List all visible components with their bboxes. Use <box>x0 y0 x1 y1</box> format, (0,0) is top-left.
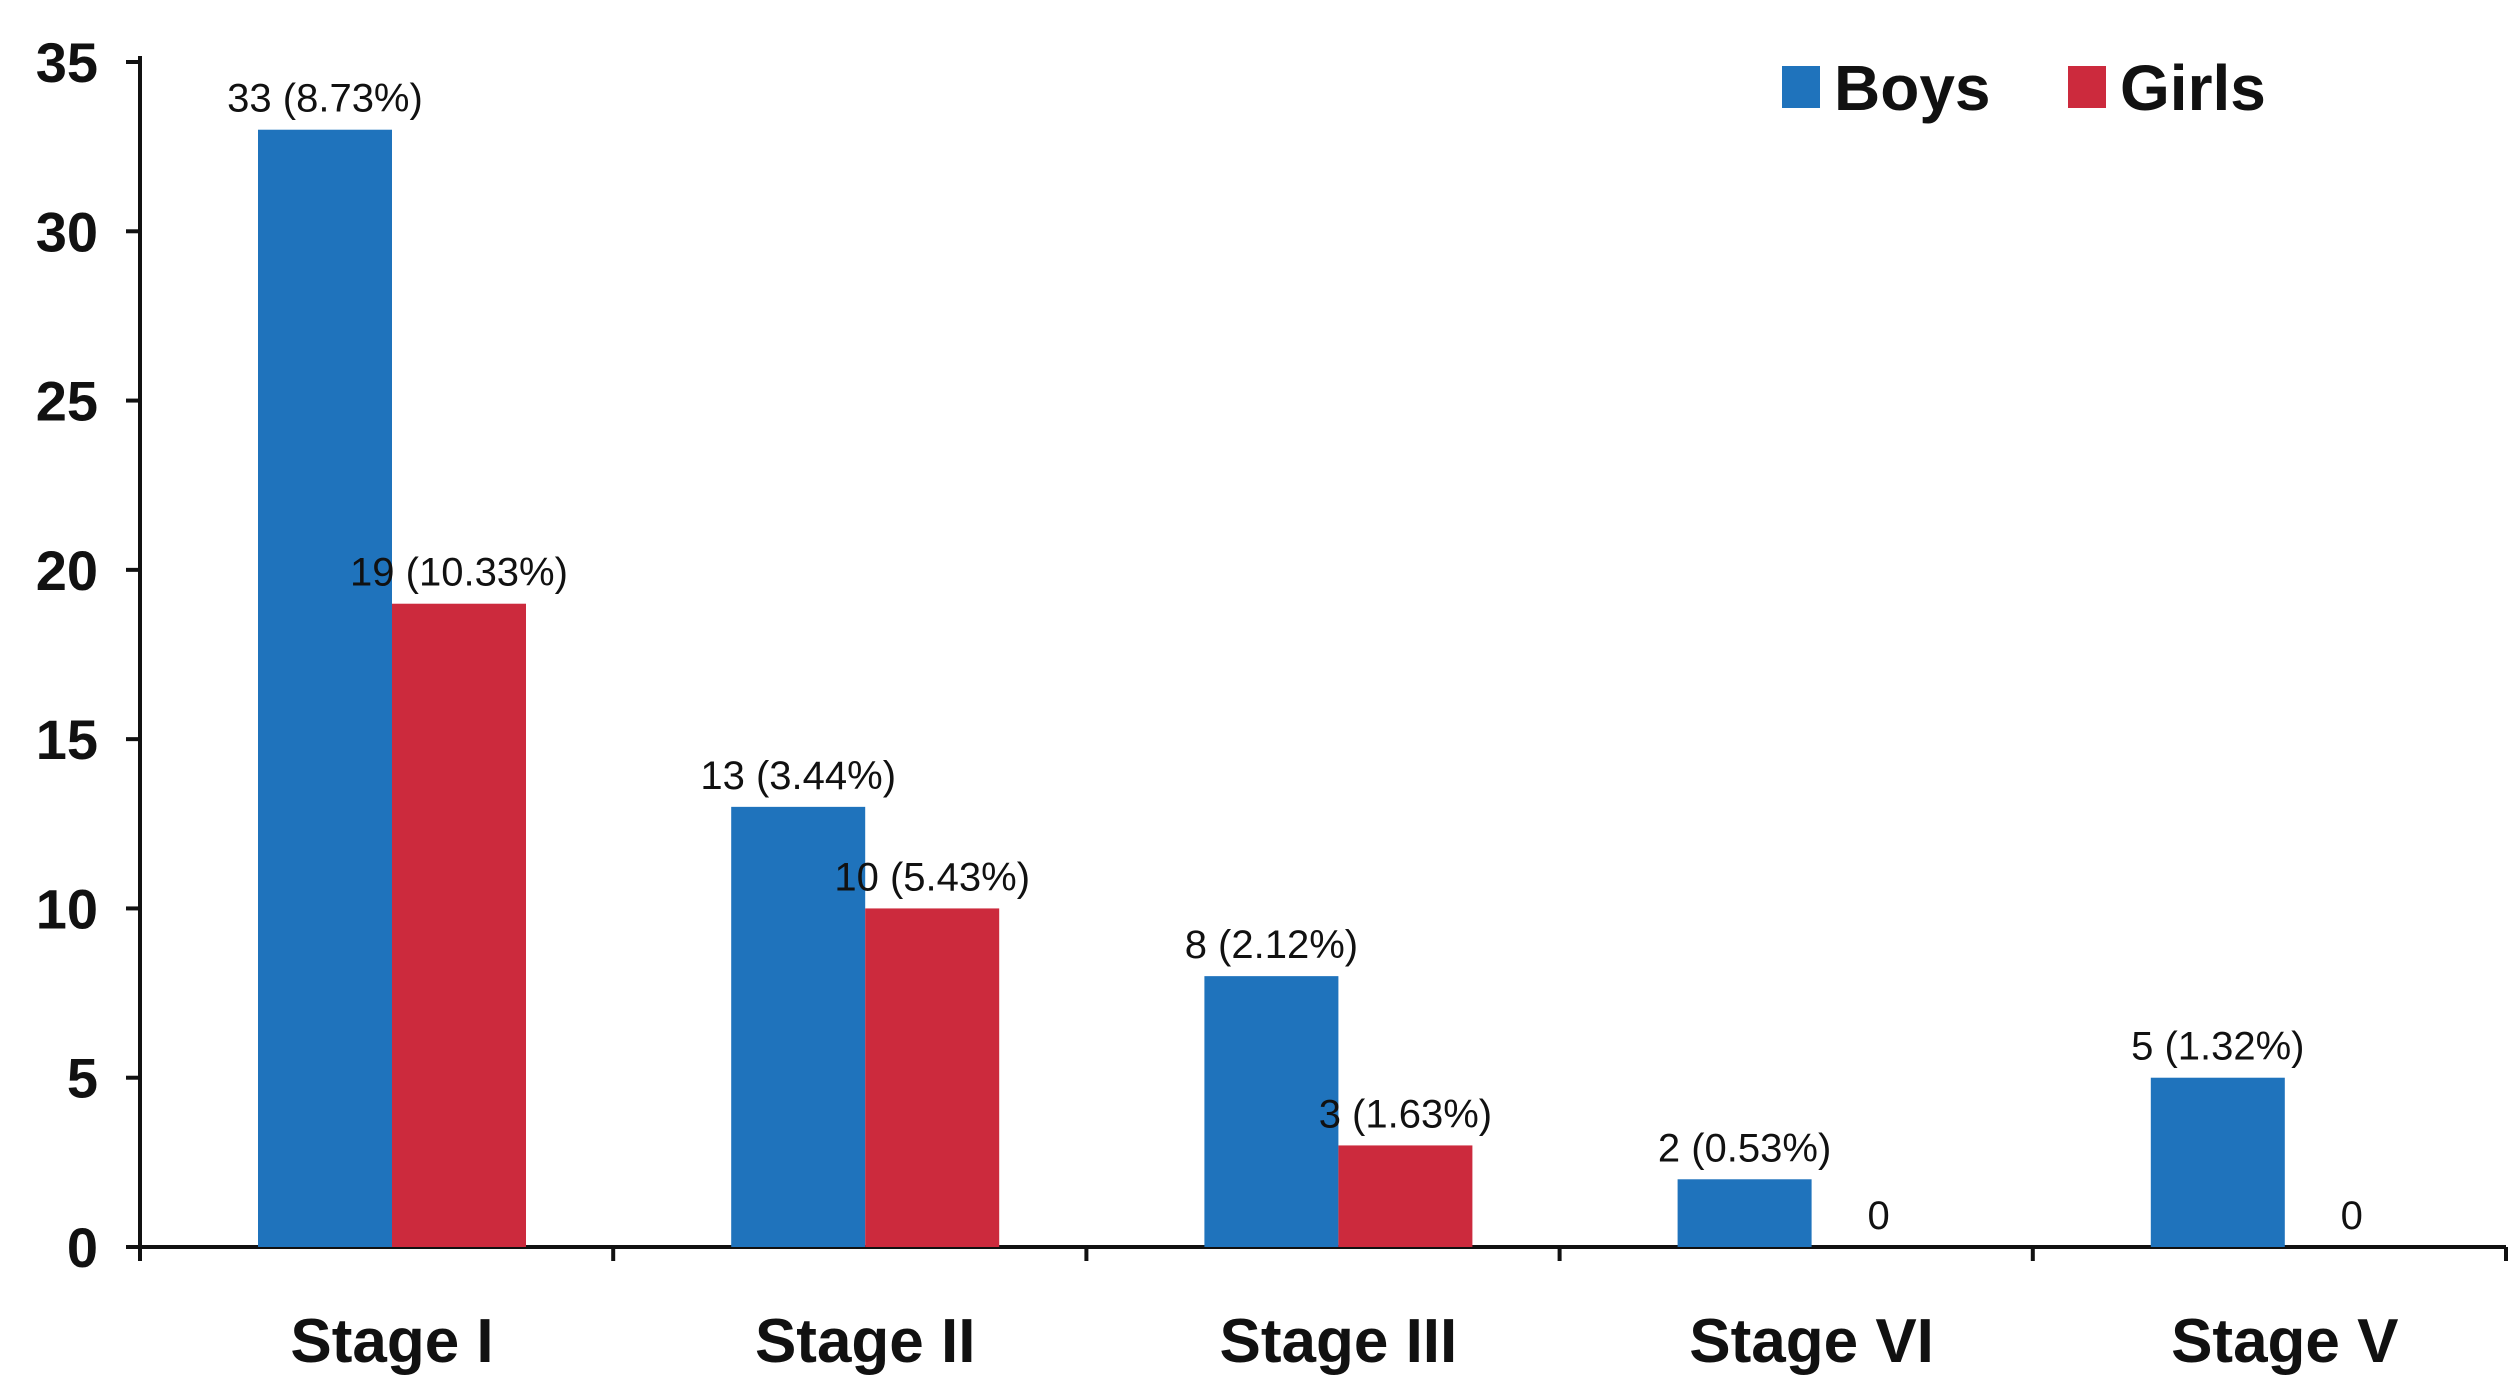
data-label-boys-4: 5 (1.32%) <box>2131 1025 2304 1069</box>
bar-boys-3 <box>1677 1179 1812 1247</box>
legend-swatch-girls <box>2068 66 2106 108</box>
y-tick-label: 10 <box>36 877 98 940</box>
data-label-boys-1: 13 (3.44%) <box>700 754 896 798</box>
bar-boys-0 <box>258 129 392 1248</box>
legend-label-girls: Girls <box>2120 52 2266 124</box>
data-label-girls-1: 10 (5.43%) <box>834 855 1030 899</box>
x-tick-label: Stage V <box>2171 1307 2398 1376</box>
x-tick-label: Stage III <box>1220 1307 1458 1376</box>
bar-boys-2 <box>1204 976 1339 1247</box>
data-label-boys-3: 2 (0.53%) <box>1658 1126 1831 1170</box>
bar-girls-1 <box>865 908 1000 1247</box>
y-tick-label: 15 <box>36 708 98 771</box>
y-tick-label: 5 <box>67 1047 98 1110</box>
legend-label-boys: Boys <box>1834 52 1991 124</box>
x-tick-label: Stage VI <box>1689 1307 1934 1376</box>
bar-boys-1 <box>731 806 866 1247</box>
y-tick-label: 20 <box>36 539 98 602</box>
y-tick-label: 30 <box>36 200 98 263</box>
y-tick-label: 25 <box>36 370 98 433</box>
data-label-girls-3: 0 <box>1867 1194 1889 1238</box>
bar-boys-4 <box>2150 1077 2285 1247</box>
bar-girls-0 <box>392 603 526 1247</box>
legend-swatch-boys <box>1782 66 1820 108</box>
bar-girls-2 <box>1338 1145 1473 1247</box>
x-tick-label: Stage II <box>755 1307 976 1376</box>
x-tick-label: Stage I <box>290 1307 493 1376</box>
y-tick-label: 35 <box>36 31 98 94</box>
data-label-girls-2: 3 (1.63%) <box>1319 1092 1492 1136</box>
data-label-boys-0: 33 (8.73%) <box>227 77 423 121</box>
y-tick-label: 0 <box>67 1216 98 1279</box>
data-label-girls-0: 19 (10.33%) <box>350 551 568 595</box>
data-label-girls-4: 0 <box>2341 1194 2363 1238</box>
data-label-boys-2: 8 (2.12%) <box>1185 923 1358 967</box>
